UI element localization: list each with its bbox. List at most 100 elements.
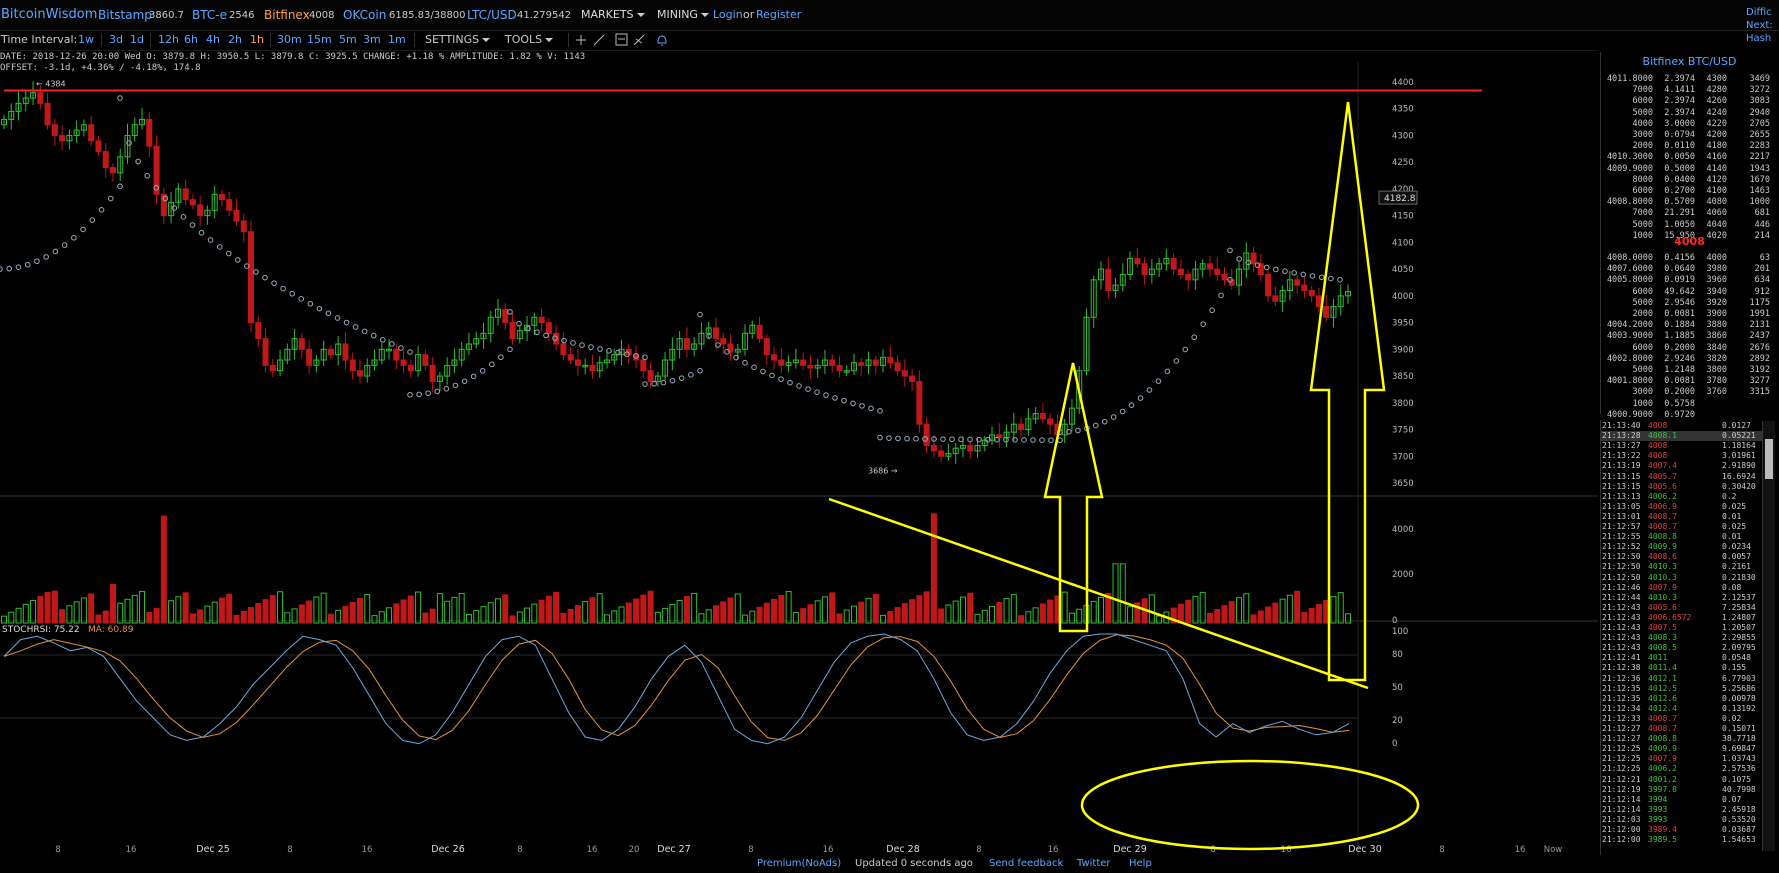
orderbook-cell: 6000 <box>1632 186 1653 196</box>
orderbook-bid-row[interactable]: 3000 0.2000 3760 3315 <box>1600 387 1772 399</box>
orderbook-ask-row[interactable]: 4011.8000 2.3974 4300 3469 <box>1600 74 1772 86</box>
interval-15m[interactable]: 15m <box>307 33 332 46</box>
sar-dot <box>579 342 585 348</box>
orderbook-ask-row[interactable]: 4009.9000 0.5000 4140 1943 <box>1600 164 1772 176</box>
interval-1d[interactable]: 1d <box>130 33 144 46</box>
volume-bar <box>967 592 974 624</box>
orderbook-cell: 4010.3000 <box>1606 152 1653 163</box>
trade-cell: 38.7718 <box>1722 734 1756 744</box>
tools-menu[interactable]: TOOLS <box>505 33 554 46</box>
orderbook-ask-row[interactable]: 4000 3.0000 4220 2705 <box>1600 119 1772 131</box>
orderbook-bid-row[interactable]: 4008.0000 0.4156 4000 63 <box>1600 253 1772 265</box>
orderbook-ask-row[interactable]: 3000 0.0794 4200 2655 <box>1600 130 1772 142</box>
ticker-ltcusd-name[interactable]: LTC/USD <box>467 8 517 22</box>
interval-3m[interactable]: 3m <box>363 33 381 46</box>
sar-dot <box>751 364 757 371</box>
ticker-bitstamp-name[interactable]: Bitstamp <box>98 8 152 22</box>
login-link[interactable]: Login <box>713 8 743 21</box>
register-link[interactable]: Register <box>756 8 802 21</box>
volume-bar <box>1156 615 1163 624</box>
candle-body <box>567 354 574 361</box>
site-logo[interactable]: BitcoinWisdom <box>1 7 98 22</box>
trade-cell: 21:12:35 <box>1602 683 1641 693</box>
orderbook-ask-row[interactable]: 6000 0.2700 4100 1463 <box>1600 186 1772 198</box>
mining-menu[interactable]: MINING <box>657 8 709 21</box>
orderbook-bid-row[interactable]: 4000.9000 0.9720 <box>1600 410 1772 422</box>
trade-row: 21:12:19 3997.8 40.7998 <box>1600 785 1768 795</box>
orderbook-ask-row[interactable]: 8000 0.0400 4120 1670 <box>1600 175 1772 187</box>
trades-panel[interactable] <box>1600 420 1779 855</box>
interval-5m[interactable]: 5m <box>339 33 357 46</box>
orderbook-bid-row[interactable]: 5000 2.9546 3920 1175 <box>1600 298 1772 310</box>
orderbook-cell: 49.642 <box>1664 286 1695 297</box>
premium-link[interactable]: Premium(NoAds) <box>757 858 842 869</box>
interval-12h[interactable]: 12h <box>158 33 179 46</box>
orderbook-bid-row[interactable]: 4007.6000 0.0640 3980 201 <box>1600 264 1772 276</box>
volume-bar <box>1025 611 1032 624</box>
candle-body <box>1018 423 1025 431</box>
crosshair-icon[interactable] <box>576 35 586 45</box>
horizontal-line-icon[interactable] <box>615 33 628 46</box>
trade-cell: 0.01 <box>1722 511 1742 521</box>
trade-cell: 1.54653 <box>1722 835 1756 845</box>
interval-1h-active[interactable]: 1h <box>250 33 264 46</box>
orderbook-cell: 2676 <box>1749 342 1770 353</box>
orderbook-ask-row[interactable]: 7000 4.1411 4280 3272 <box>1600 85 1772 97</box>
orderbook-ask-row[interactable]: 2000 0.0110 4180 2283 <box>1600 141 1772 153</box>
candle-body <box>262 338 269 366</box>
orderbook-bid-row[interactable]: 6000 49.642 3940 912 <box>1600 287 1772 299</box>
ticker-btce-name[interactable]: BTC-e <box>192 8 227 22</box>
interval-3d[interactable]: 3d <box>109 33 123 46</box>
price-axis-label: 4300 <box>1392 131 1414 141</box>
fibonacci-icon[interactable] <box>633 34 645 46</box>
ticker-bitfinex-name[interactable]: Bitfinex <box>264 8 310 22</box>
orderbook-bid-row[interactable]: 2000 0.0081 3900 1991 <box>1600 309 1772 321</box>
trade-cell: 21:12:43 <box>1602 643 1641 653</box>
candle-body <box>1192 268 1199 281</box>
volume-bar <box>102 610 109 624</box>
trades-scrollbar[interactable] <box>1762 421 1775 851</box>
interval-4h[interactable]: 4h <box>206 33 220 46</box>
settings-menu[interactable]: SETTINGS <box>425 33 491 46</box>
markets-menu[interactable]: MARKETS <box>581 8 645 21</box>
scrollbar-thumb[interactable] <box>1765 439 1773 479</box>
orderbook-bid-row[interactable]: 4001.8000 0.0081 3780 3277 <box>1600 376 1772 388</box>
trade-row: 21:12:00 3989.4 0.03687 <box>1600 825 1768 835</box>
orderbook-ask-row[interactable]: 5000 2.3974 4240 2940 <box>1600 108 1772 120</box>
orderbook-ask-row[interactable]: 6000 2.3974 4260 3083 <box>1600 96 1772 108</box>
orderbook-bid-row[interactable]: 1000 0.5758 <box>1600 399 1772 411</box>
sar-dot <box>642 354 648 361</box>
volume-bar <box>640 594 647 624</box>
orderbook-ask-row[interactable]: 4008.8000 0.5709 4080 1000 <box>1600 197 1772 209</box>
interval-6h[interactable]: 6h <box>184 33 198 46</box>
help-link[interactable]: Help <box>1129 858 1152 869</box>
orderbook-bid-row[interactable]: 5000 1.2148 3800 3192 <box>1600 365 1772 377</box>
orderbook-ask-row[interactable]: 4010.3000 0.0050 4160 2217 <box>1600 152 1772 164</box>
orderbook-cell: 0.2000 <box>1664 342 1695 353</box>
ticker-okcoin-name[interactable]: OKCoin <box>343 8 387 22</box>
orderbook-bid-row[interactable]: 6000 0.2000 3840 2676 <box>1600 343 1772 355</box>
price-chart[interactable]: ← 4384 3686 → 4400 4350 4300 4250 4200 4150 410… <box>0 62 1598 855</box>
trendline-icon[interactable] <box>593 34 605 46</box>
orderbook-ask-row[interactable]: 5000 1.0050 4040 446 <box>1600 220 1772 232</box>
interval-2h[interactable]: 2h <box>228 33 242 46</box>
volume-bar <box>211 601 218 624</box>
volume-bar <box>248 606 255 624</box>
orderbook-bid-row[interactable]: 4004.2000 0.1884 3880 2131 <box>1600 320 1772 332</box>
interval-1m[interactable]: 1m <box>388 33 406 46</box>
interval-1w[interactable]: 1w <box>78 33 94 46</box>
orderbook-ask-row[interactable]: 1000 15.950 4020 214 <box>1600 231 1772 243</box>
sar-dot <box>958 436 964 443</box>
twitter-link[interactable]: Twitter <box>1077 858 1111 869</box>
orderbook-title[interactable]: Bitfinex BTC/USD <box>1642 55 1737 68</box>
sar-dot <box>479 367 486 374</box>
send-feedback-link[interactable]: Send feedback <box>989 858 1064 869</box>
bell-icon[interactable] <box>657 35 667 46</box>
interval-30m[interactable]: 30m <box>277 33 302 46</box>
candle-body <box>197 204 204 217</box>
orderbook-bid-row[interactable]: 4005.8000 0.0919 3960 634 <box>1600 275 1772 287</box>
sar-dot <box>697 367 703 374</box>
orderbook-bid-row[interactable]: 4002.8000 2.9246 3820 2892 <box>1600 354 1772 366</box>
orderbook-ask-row[interactable]: 7000 21.291 4060 681 <box>1600 208 1772 220</box>
orderbook-bid-row[interactable]: 4003.9000 1.1885 3860 2437 <box>1600 331 1772 343</box>
